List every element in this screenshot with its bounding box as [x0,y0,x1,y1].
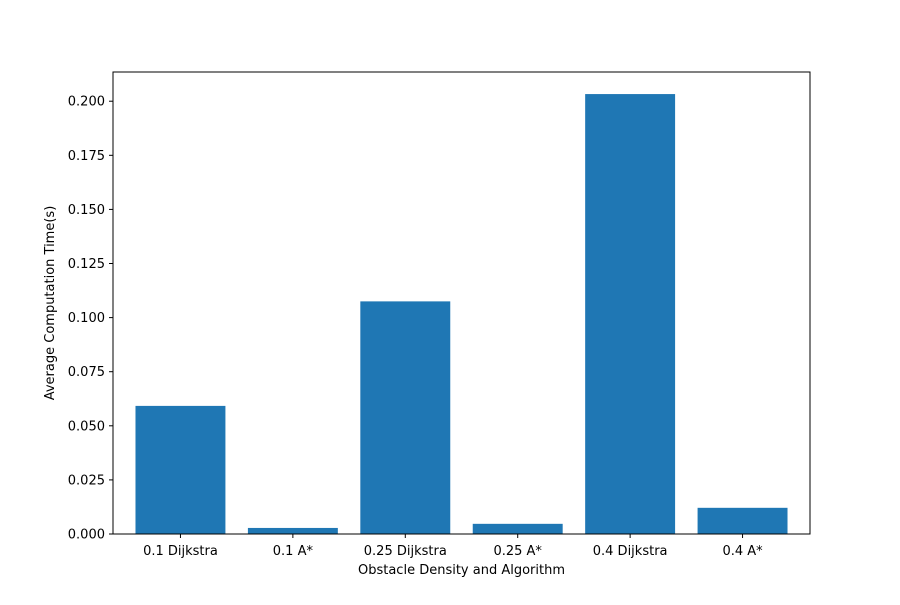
y-tick-label: 0.075 [68,365,105,380]
bar [360,301,451,534]
y-tick-label: 0.000 [68,528,105,543]
x-tick-label: 0.25 A* [493,544,542,559]
plot-frame [112,71,811,535]
x-tick-label: 0.25 Dijkstra [364,544,447,559]
y-tick-label: 0.150 [68,203,105,218]
bar [697,507,788,534]
x-tick-label: 0.1 A* [273,544,314,559]
y-tick-label: 0.050 [68,419,105,434]
y-tick-label: 0.200 [68,95,105,110]
y-tick-label: 0.100 [68,311,105,326]
y-tick-label: 0.125 [68,257,105,272]
y-axis-label: Average Computation Time(s) [43,206,58,401]
x-tick-label: 0.4 Dijkstra [593,544,668,559]
bar [247,527,338,534]
bar [472,523,563,534]
x-axis-label: Obstacle Density and Algorithm [358,563,565,578]
y-tick-label: 0.025 [68,473,105,488]
bars-group [135,94,788,534]
x-tick-label: 0.1 Dijkstra [143,544,218,559]
bar [135,405,226,534]
bar [585,94,676,534]
x-tick-label: 0.4 A* [722,544,763,559]
y-tick-label: 0.175 [68,149,105,164]
x-axis: 0.1 Dijkstra 0.1 A* 0.25 Dijkstra 0.25 A* 0.… [143,534,763,559]
y-axis: 0.000 0.025 0.050 0.075 0.100 0.125 0.150 0.175… [68,95,113,543]
